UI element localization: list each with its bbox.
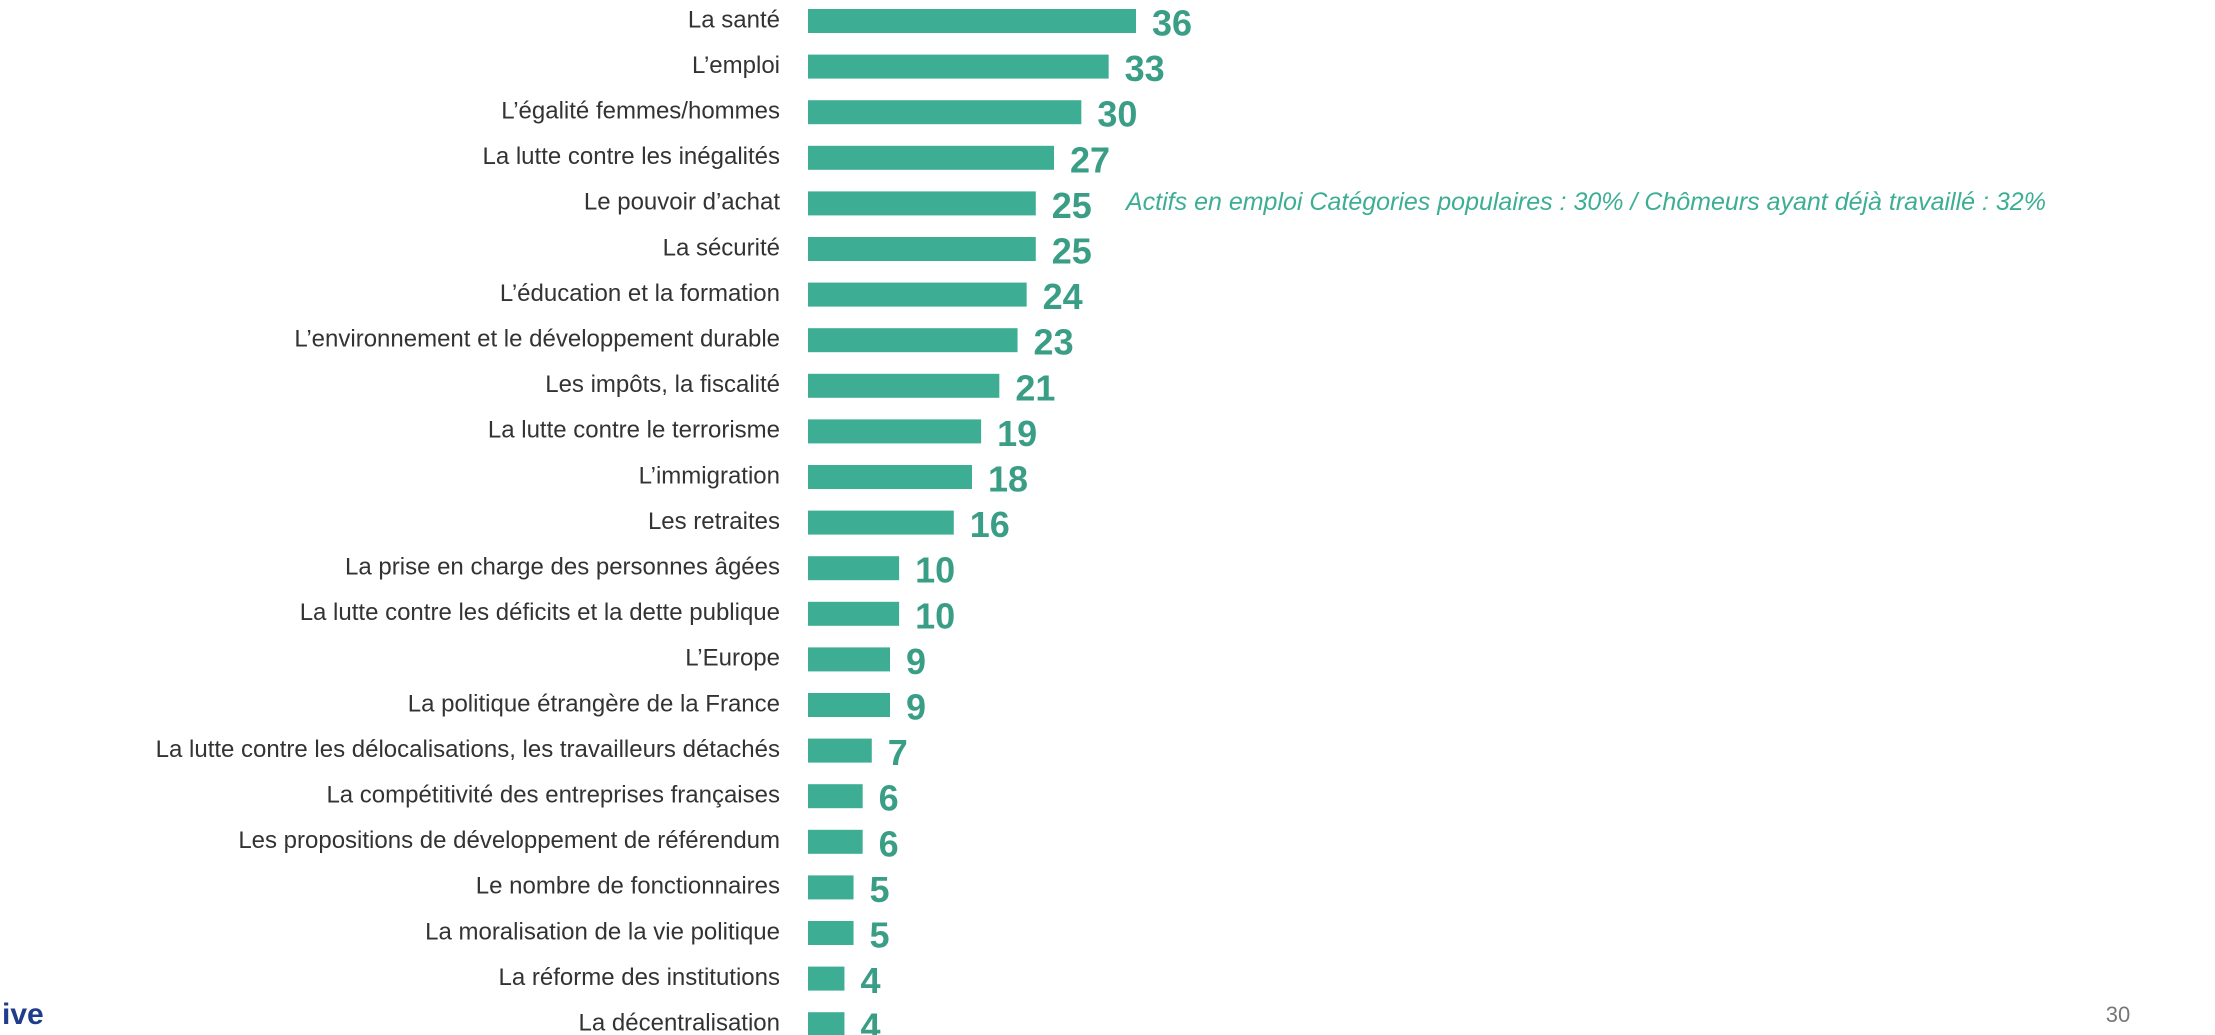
- value-label: 25: [1052, 231, 1092, 272]
- value-label: 4: [860, 960, 880, 1001]
- category-label: Les impôts, la fiscalité: [545, 371, 780, 398]
- category-label: Les propositions de développement de réf…: [238, 827, 780, 854]
- category-label: L’Europe: [685, 645, 780, 672]
- category-label: L’immigration: [639, 462, 780, 489]
- value-label: 19: [997, 413, 1037, 454]
- category-label: La lutte contre les déficits et la dette…: [300, 599, 780, 626]
- bar: [808, 191, 1036, 216]
- value-label: 36: [1152, 3, 1192, 44]
- value-label: 5: [870, 869, 890, 910]
- bar: [808, 145, 1054, 170]
- value-label: 18: [988, 459, 1028, 500]
- page-number: 30: [2106, 1002, 2130, 1027]
- category-label: La moralisation de la vie politique: [425, 918, 780, 945]
- value-label: 30: [1097, 94, 1137, 135]
- value-label: 10: [915, 550, 955, 591]
- category-label: La lutte contre les inégalités: [482, 143, 780, 170]
- category-label: La santé: [688, 6, 780, 33]
- value-label: 33: [1125, 48, 1165, 89]
- value-label: 6: [879, 778, 899, 819]
- category-label: La réforme des institutions: [499, 964, 780, 991]
- value-label: 23: [1034, 322, 1074, 363]
- bar: [808, 601, 900, 626]
- bar: [808, 556, 900, 581]
- bar: [808, 647, 890, 672]
- value-label: 4: [860, 1006, 880, 1035]
- value-label: 27: [1070, 139, 1110, 180]
- bar: [808, 373, 1000, 398]
- annotation: Actifs en emploi Catégories populaires :…: [1124, 188, 2046, 216]
- value-label: 25: [1052, 185, 1092, 226]
- bar: [808, 510, 954, 535]
- category-label: La décentralisation: [579, 1010, 780, 1035]
- bar: [808, 875, 854, 900]
- bar: [808, 921, 854, 945]
- value-label: 6: [879, 823, 899, 864]
- bar: [808, 693, 890, 717]
- bar: [808, 784, 863, 809]
- value-label: 7: [888, 732, 908, 773]
- category-label: Le nombre de fonctionnaires: [476, 873, 780, 900]
- bar: [808, 9, 1136, 33]
- value-label: 21: [1015, 367, 1055, 408]
- value-label: 24: [1043, 276, 1083, 317]
- category-label: La lutte contre le terrorisme: [488, 417, 780, 444]
- value-label: 9: [906, 641, 926, 682]
- bar: [808, 966, 845, 991]
- bar: [808, 328, 1018, 353]
- value-label: 9: [906, 687, 926, 728]
- logo: ive: [2, 998, 44, 1031]
- bar: [808, 419, 982, 444]
- bar: [808, 237, 1036, 261]
- category-label: L’environnement et le développement dura…: [294, 326, 780, 353]
- bar: [808, 738, 872, 763]
- category-label: La prise en charge des personnes âgées: [345, 554, 780, 581]
- category-label: La politique étrangère de la France: [408, 690, 780, 717]
- category-label: Le pouvoir d’achat: [584, 189, 780, 216]
- category-label: L’égalité femmes/hommes: [501, 98, 780, 125]
- bar: [808, 100, 1082, 125]
- bar: [808, 829, 863, 854]
- value-label: 16: [970, 504, 1010, 545]
- value-label: 10: [915, 595, 955, 636]
- category-label: L’emploi: [692, 52, 780, 79]
- category-label: La sécurité: [663, 234, 780, 261]
- value-label: 5: [870, 915, 890, 956]
- category-label: L’éducation et la formation: [500, 280, 780, 307]
- bar: [808, 465, 972, 489]
- category-label: La lutte contre les délocalisations, les…: [156, 736, 780, 763]
- category-label: Les retraites: [648, 508, 780, 535]
- category-label: La compétitivité des entreprises françai…: [326, 782, 780, 809]
- bar: [808, 282, 1027, 307]
- bar: [808, 1012, 845, 1035]
- bar: [808, 54, 1109, 79]
